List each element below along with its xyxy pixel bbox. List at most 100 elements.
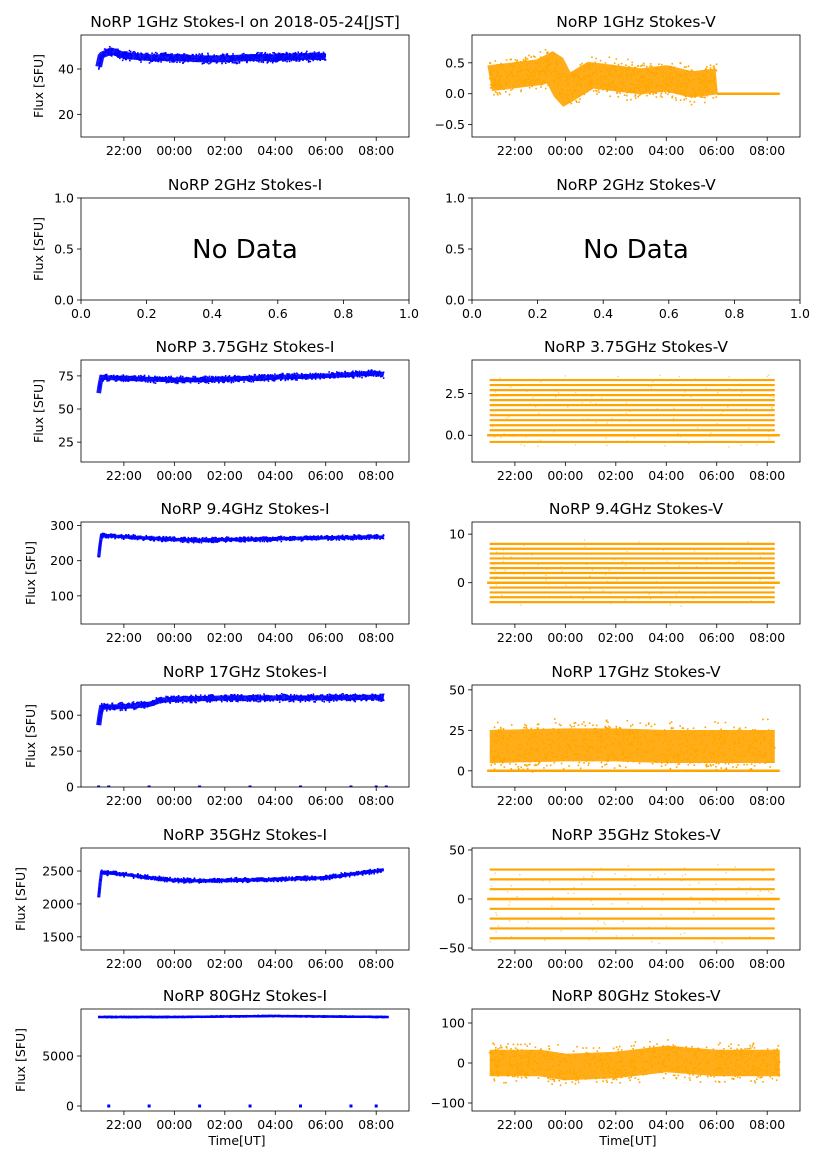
data-zero-dot: [374, 785, 378, 787]
y-tick-label: 20: [58, 107, 74, 122]
data-point: [309, 535, 312, 538]
data-point: [192, 375, 194, 378]
data-point: [156, 697, 158, 700]
data-point: [589, 575, 591, 577]
data-point: [514, 59, 517, 61]
data-point: [190, 700, 193, 703]
data-point: [509, 58, 512, 61]
data-point: [269, 374, 272, 376]
data-point: [511, 88, 514, 90]
data-point: [170, 381, 173, 383]
data-point: [666, 560, 668, 562]
data-zero-dot: [349, 785, 353, 787]
data-point: [171, 53, 173, 55]
chart-title: NoRP 2GHz Stokes-I: [168, 176, 322, 194]
data-point: [299, 59, 301, 62]
y-tick-label: 300: [50, 518, 74, 533]
data-point: [187, 536, 190, 539]
data-point: [664, 445, 666, 447]
data-point: [617, 63, 620, 66]
data-point: [654, 92, 657, 94]
data-point: [531, 554, 533, 556]
data-point: [693, 101, 696, 103]
data-point: [562, 576, 564, 578]
data-point: [342, 538, 345, 541]
data-series-core: [487, 51, 718, 107]
data-point: [648, 593, 650, 595]
data-point: [670, 592, 673, 594]
data-point: [662, 549, 665, 551]
no-data-label: No Data: [583, 235, 689, 265]
data-point: [290, 378, 293, 381]
data-point: [629, 410, 631, 413]
data-point: [525, 436, 527, 438]
data-point: [121, 701, 123, 704]
chart-data-layer: [487, 374, 780, 448]
data-point: [629, 420, 631, 422]
data-point: [340, 693, 343, 696]
data-series-core: [96, 370, 385, 394]
data-point: [176, 53, 179, 55]
data-point: [179, 61, 181, 63]
data-point: [555, 396, 557, 398]
data-point: [523, 445, 526, 447]
data-point: [269, 700, 272, 702]
data-point: [284, 378, 287, 381]
x-tick-label: 0.0: [462, 306, 482, 321]
x-tick-label: 04:00: [648, 630, 684, 645]
data-point: [352, 376, 354, 378]
data-point: [357, 534, 359, 537]
data-point: [344, 370, 346, 373]
data-point: [259, 700, 261, 703]
x-tick-label: 08:00: [358, 468, 394, 483]
data-point: [540, 86, 542, 88]
data-point: [528, 54, 530, 57]
data-point: [544, 87, 547, 90]
data-point: [645, 65, 648, 68]
chart-frame: [80, 521, 410, 625]
data-series-core: [96, 694, 384, 726]
y-tick-label: 0.5: [54, 242, 74, 257]
data-point: [712, 97, 715, 99]
data-point: [770, 441, 772, 444]
data-point: [157, 697, 160, 700]
data-point: [714, 591, 716, 593]
x-tick-label: 06:00: [308, 630, 344, 645]
chart-title: NoRP 17GHz Stokes-I: [163, 663, 327, 681]
data-point: [290, 693, 292, 696]
data-point: [670, 429, 673, 431]
data-point: [655, 96, 658, 98]
data-point: [203, 62, 205, 65]
data-point: [200, 54, 202, 56]
x-tick-label: 0.2: [137, 306, 157, 321]
data-point: [768, 438, 770, 440]
data-point: [134, 375, 136, 377]
data-point: [520, 443, 522, 446]
data-point: [226, 53, 229, 55]
data-point: [209, 694, 212, 696]
data-point: [531, 85, 534, 88]
data-point: [748, 542, 750, 545]
data-point: [263, 379, 266, 382]
data-point: [312, 59, 315, 62]
y-tick-label: 0.0: [445, 428, 465, 443]
data-point: [574, 444, 577, 446]
data-point: [510, 386, 512, 388]
data-point: [192, 541, 195, 543]
data-point: [532, 397, 534, 399]
data-point: [120, 702, 122, 704]
data-point: [198, 541, 201, 544]
data-point: [643, 569, 645, 571]
data-point: [628, 65, 630, 68]
data-point: [508, 385, 510, 387]
data-point: [194, 375, 196, 378]
chart-title: NoRP 1GHz Stokes-V: [556, 13, 716, 31]
data-point: [145, 52, 148, 55]
x-tick-label: 0.6: [659, 306, 679, 321]
data-point: [151, 60, 154, 63]
data-point: [201, 376, 204, 379]
data-point: [154, 382, 157, 384]
data-point: [286, 373, 289, 375]
